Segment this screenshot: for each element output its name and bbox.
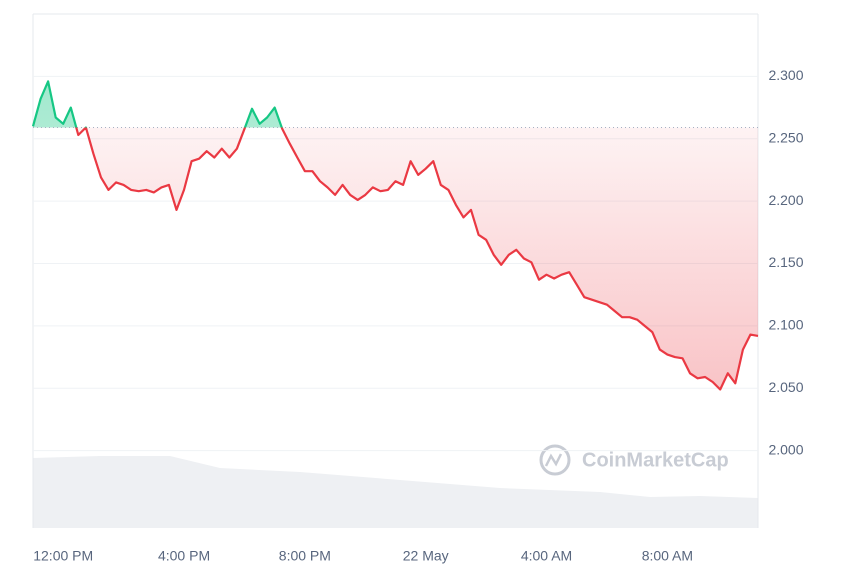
- x-tick-label: 12:00 PM: [33, 548, 93, 564]
- x-tick-label: 8:00 AM: [642, 548, 693, 564]
- x-tick-label: 4:00 PM: [158, 548, 210, 564]
- plot: [31, 80, 759, 391]
- y-tick-label: 2.300: [768, 67, 803, 83]
- watermark: CoinMarketCap: [539, 444, 729, 476]
- y-tick-label: 2.000: [768, 441, 803, 457]
- volume-area: [33, 456, 758, 528]
- y-tick-label: 2.250: [768, 129, 803, 145]
- watermark-text: CoinMarketCap: [582, 449, 729, 471]
- y-tick-label: 2.050: [768, 379, 803, 395]
- x-tick-label: 4:00 AM: [521, 548, 572, 564]
- y-tick-label: 2.150: [768, 254, 803, 270]
- x-tick-label: 22 May: [403, 548, 449, 564]
- y-tick-label: 2.200: [768, 192, 803, 208]
- area-down: [76, 127, 758, 390]
- y-tick-label: 2.100: [768, 317, 803, 333]
- x-tick-label: 8:00 PM: [279, 548, 331, 564]
- price-line-down: [75, 127, 759, 391]
